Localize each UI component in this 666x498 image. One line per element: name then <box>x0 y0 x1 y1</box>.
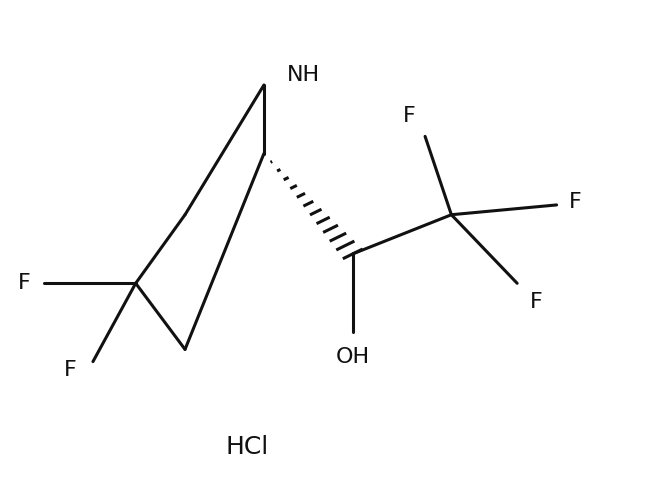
Text: F: F <box>64 361 77 380</box>
Text: F: F <box>402 106 415 125</box>
Text: OH: OH <box>336 347 370 367</box>
Text: F: F <box>18 273 31 293</box>
Text: F: F <box>530 292 543 312</box>
Text: F: F <box>569 193 581 213</box>
Text: HCl: HCl <box>226 435 269 459</box>
Text: NH: NH <box>287 65 320 85</box>
